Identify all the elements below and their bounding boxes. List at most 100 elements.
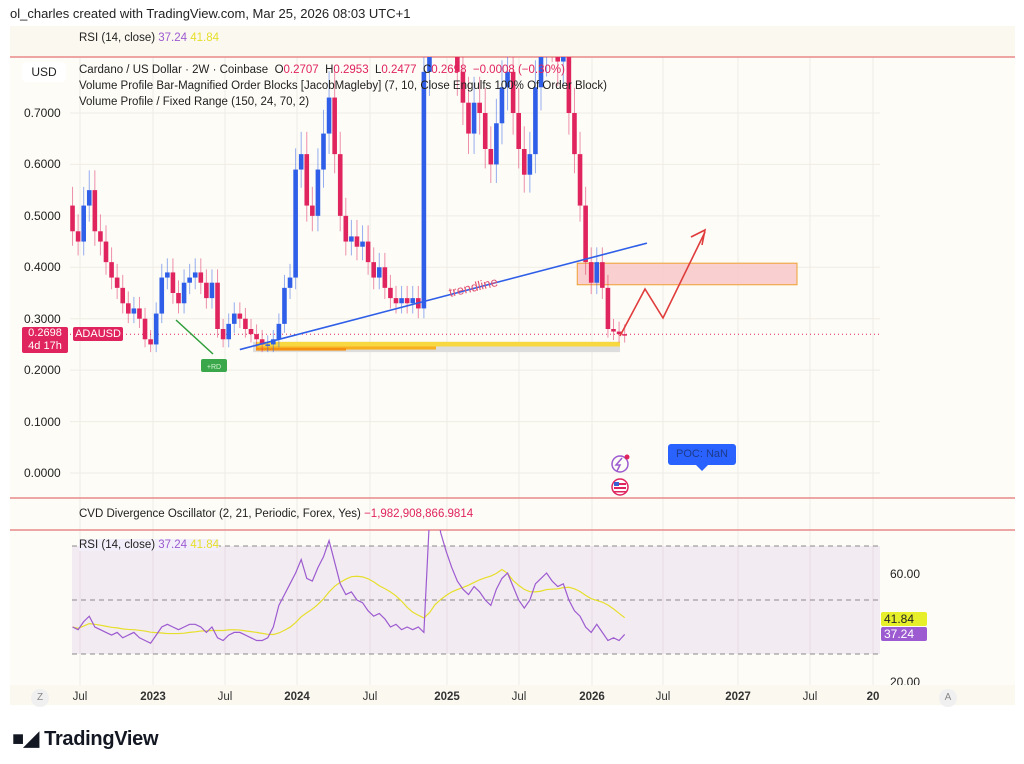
candle-body — [120, 287, 126, 304]
candle-body — [605, 287, 611, 329]
rsi-line — [72, 530, 626, 644]
candle-body — [298, 154, 304, 170]
rd-badge — [201, 359, 227, 372]
candle-body — [371, 262, 376, 278]
candle-body — [109, 262, 114, 278]
x-tick: Jul — [802, 691, 818, 703]
y-tick: 0.7000 — [24, 106, 61, 120]
cvd-label: CVD Divergence Oscillator (2, 21, Period… — [79, 508, 361, 520]
volume-profile-legend[interactable]: Volume Profile / Fixed Range (150, 24, 7… — [79, 96, 310, 108]
close-value: 0.2698 — [431, 64, 467, 76]
candle-body — [460, 71, 466, 103]
candle-body — [254, 334, 259, 340]
candle-body — [521, 148, 527, 175]
candle-body — [176, 292, 181, 304]
current-price-tag: 0.2698 4d 17h — [22, 327, 68, 353]
candle-body — [577, 154, 583, 206]
candle-body — [282, 287, 287, 324]
candle-body — [510, 71, 516, 113]
y-tick: 0.0000 — [24, 466, 61, 480]
candle-body — [142, 318, 148, 340]
top-pane-bg — [10, 26, 1015, 57]
currency-button[interactable]: USD — [22, 62, 66, 82]
rsi-legend[interactable]: RSI (14, close) 37.24 41.84 — [79, 539, 220, 551]
symbol-legend[interactable]: Cardano / US Dollar · 2W · Coinbase O0.2… — [79, 64, 565, 76]
cvd-legend[interactable]: CVD Divergence Oscillator (2, 21, Period… — [79, 508, 473, 520]
rsi-ma-value: 41.84 — [190, 539, 220, 551]
candle-body — [332, 97, 337, 155]
candle-body — [92, 190, 98, 232]
candle-body — [315, 169, 321, 216]
rsi-ma-price-tag: 41.84 — [881, 612, 927, 626]
chart-credit: ol_charles created with TradingView.com,… — [10, 6, 411, 21]
x-tick: 2026 — [579, 691, 605, 703]
candle-body — [444, 0, 449, 20]
candle-body — [148, 339, 153, 345]
candle-body — [572, 112, 577, 155]
rd-label: +RD — [207, 364, 221, 371]
candle-body — [103, 241, 109, 263]
candle-body — [321, 133, 326, 170]
candle-body — [376, 267, 382, 278]
candle-body — [198, 272, 204, 283]
x-tick: 2027 — [725, 691, 751, 703]
candle-body — [393, 298, 399, 304]
high-value: 0.2953 — [333, 64, 369, 76]
candle-body — [404, 298, 410, 304]
auto-scale-button[interactable]: A — [939, 689, 957, 707]
candle-body — [594, 262, 600, 283]
candle-body — [287, 277, 293, 288]
rsi-ma-legend-value: 41.84 — [190, 32, 220, 44]
y-tick: 0.4000 — [24, 260, 61, 274]
time-axis[interactable] — [10, 685, 1015, 705]
change-value: −0.0008 (−0.30%) — [472, 64, 565, 76]
rd-line[interactable] — [175, 319, 214, 355]
trendline-label: trendline — [447, 274, 499, 300]
candle-body — [271, 339, 276, 345]
lightning-event-icon[interactable] — [611, 454, 630, 473]
order-blocks-legend[interactable]: Volume Profile Bar-Magnified Order Block… — [79, 80, 607, 92]
x-tick: Jul — [72, 691, 88, 703]
rsi-y-tick: 20.00 — [890, 675, 921, 685]
candle-body — [505, 71, 510, 88]
order-block[interactable] — [576, 262, 798, 286]
candle-body — [165, 272, 170, 278]
candle-body — [410, 298, 416, 304]
rsi-y-tick: 60.00 — [890, 567, 921, 581]
candle-body — [360, 241, 365, 247]
trendline[interactable] — [239, 242, 648, 351]
zoom-button[interactable]: Z — [31, 689, 49, 707]
top-rsi-legend: RSI (14, close) 37.24 41.84 — [79, 32, 219, 44]
candle-body — [622, 334, 627, 336]
candle-body — [494, 123, 499, 165]
y-tick: 0.6000 — [24, 157, 61, 171]
candle-body — [81, 205, 86, 242]
candle-body — [538, 57, 544, 88]
y-tick: 0.1000 — [24, 415, 61, 429]
candle-body — [455, 57, 460, 72]
candle-body — [170, 272, 176, 293]
bar-countdown: 4d 17h — [28, 340, 62, 352]
candle-body — [499, 87, 505, 124]
x-tick: 2024 — [284, 691, 310, 703]
candle-body — [304, 154, 310, 206]
symbol-tag: ADAUSD — [73, 327, 123, 341]
brand-name: TradingView — [44, 728, 159, 750]
rsi-legend-value: 37.24 — [158, 32, 188, 44]
cvd-value: −1,982,908,866.9814 — [364, 508, 474, 520]
candle-body — [421, 71, 427, 309]
candle-body — [326, 97, 332, 134]
projection-path[interactable] — [619, 231, 706, 337]
tradingview-logo[interactable]: ■◢ TradingView — [12, 726, 159, 751]
high-label: H — [325, 64, 334, 76]
candle-body — [533, 87, 538, 155]
candle-body — [310, 205, 315, 216]
poc-callout[interactable]: POC: NaN — [668, 444, 736, 471]
candle-body — [555, 57, 561, 62]
us-flag-event-icon[interactable] — [611, 478, 629, 496]
candle-body — [388, 287, 393, 299]
rsi-price-tag: 37.24 — [881, 627, 927, 641]
candle-body — [226, 323, 231, 340]
y-tick: 0.3000 — [24, 312, 61, 326]
